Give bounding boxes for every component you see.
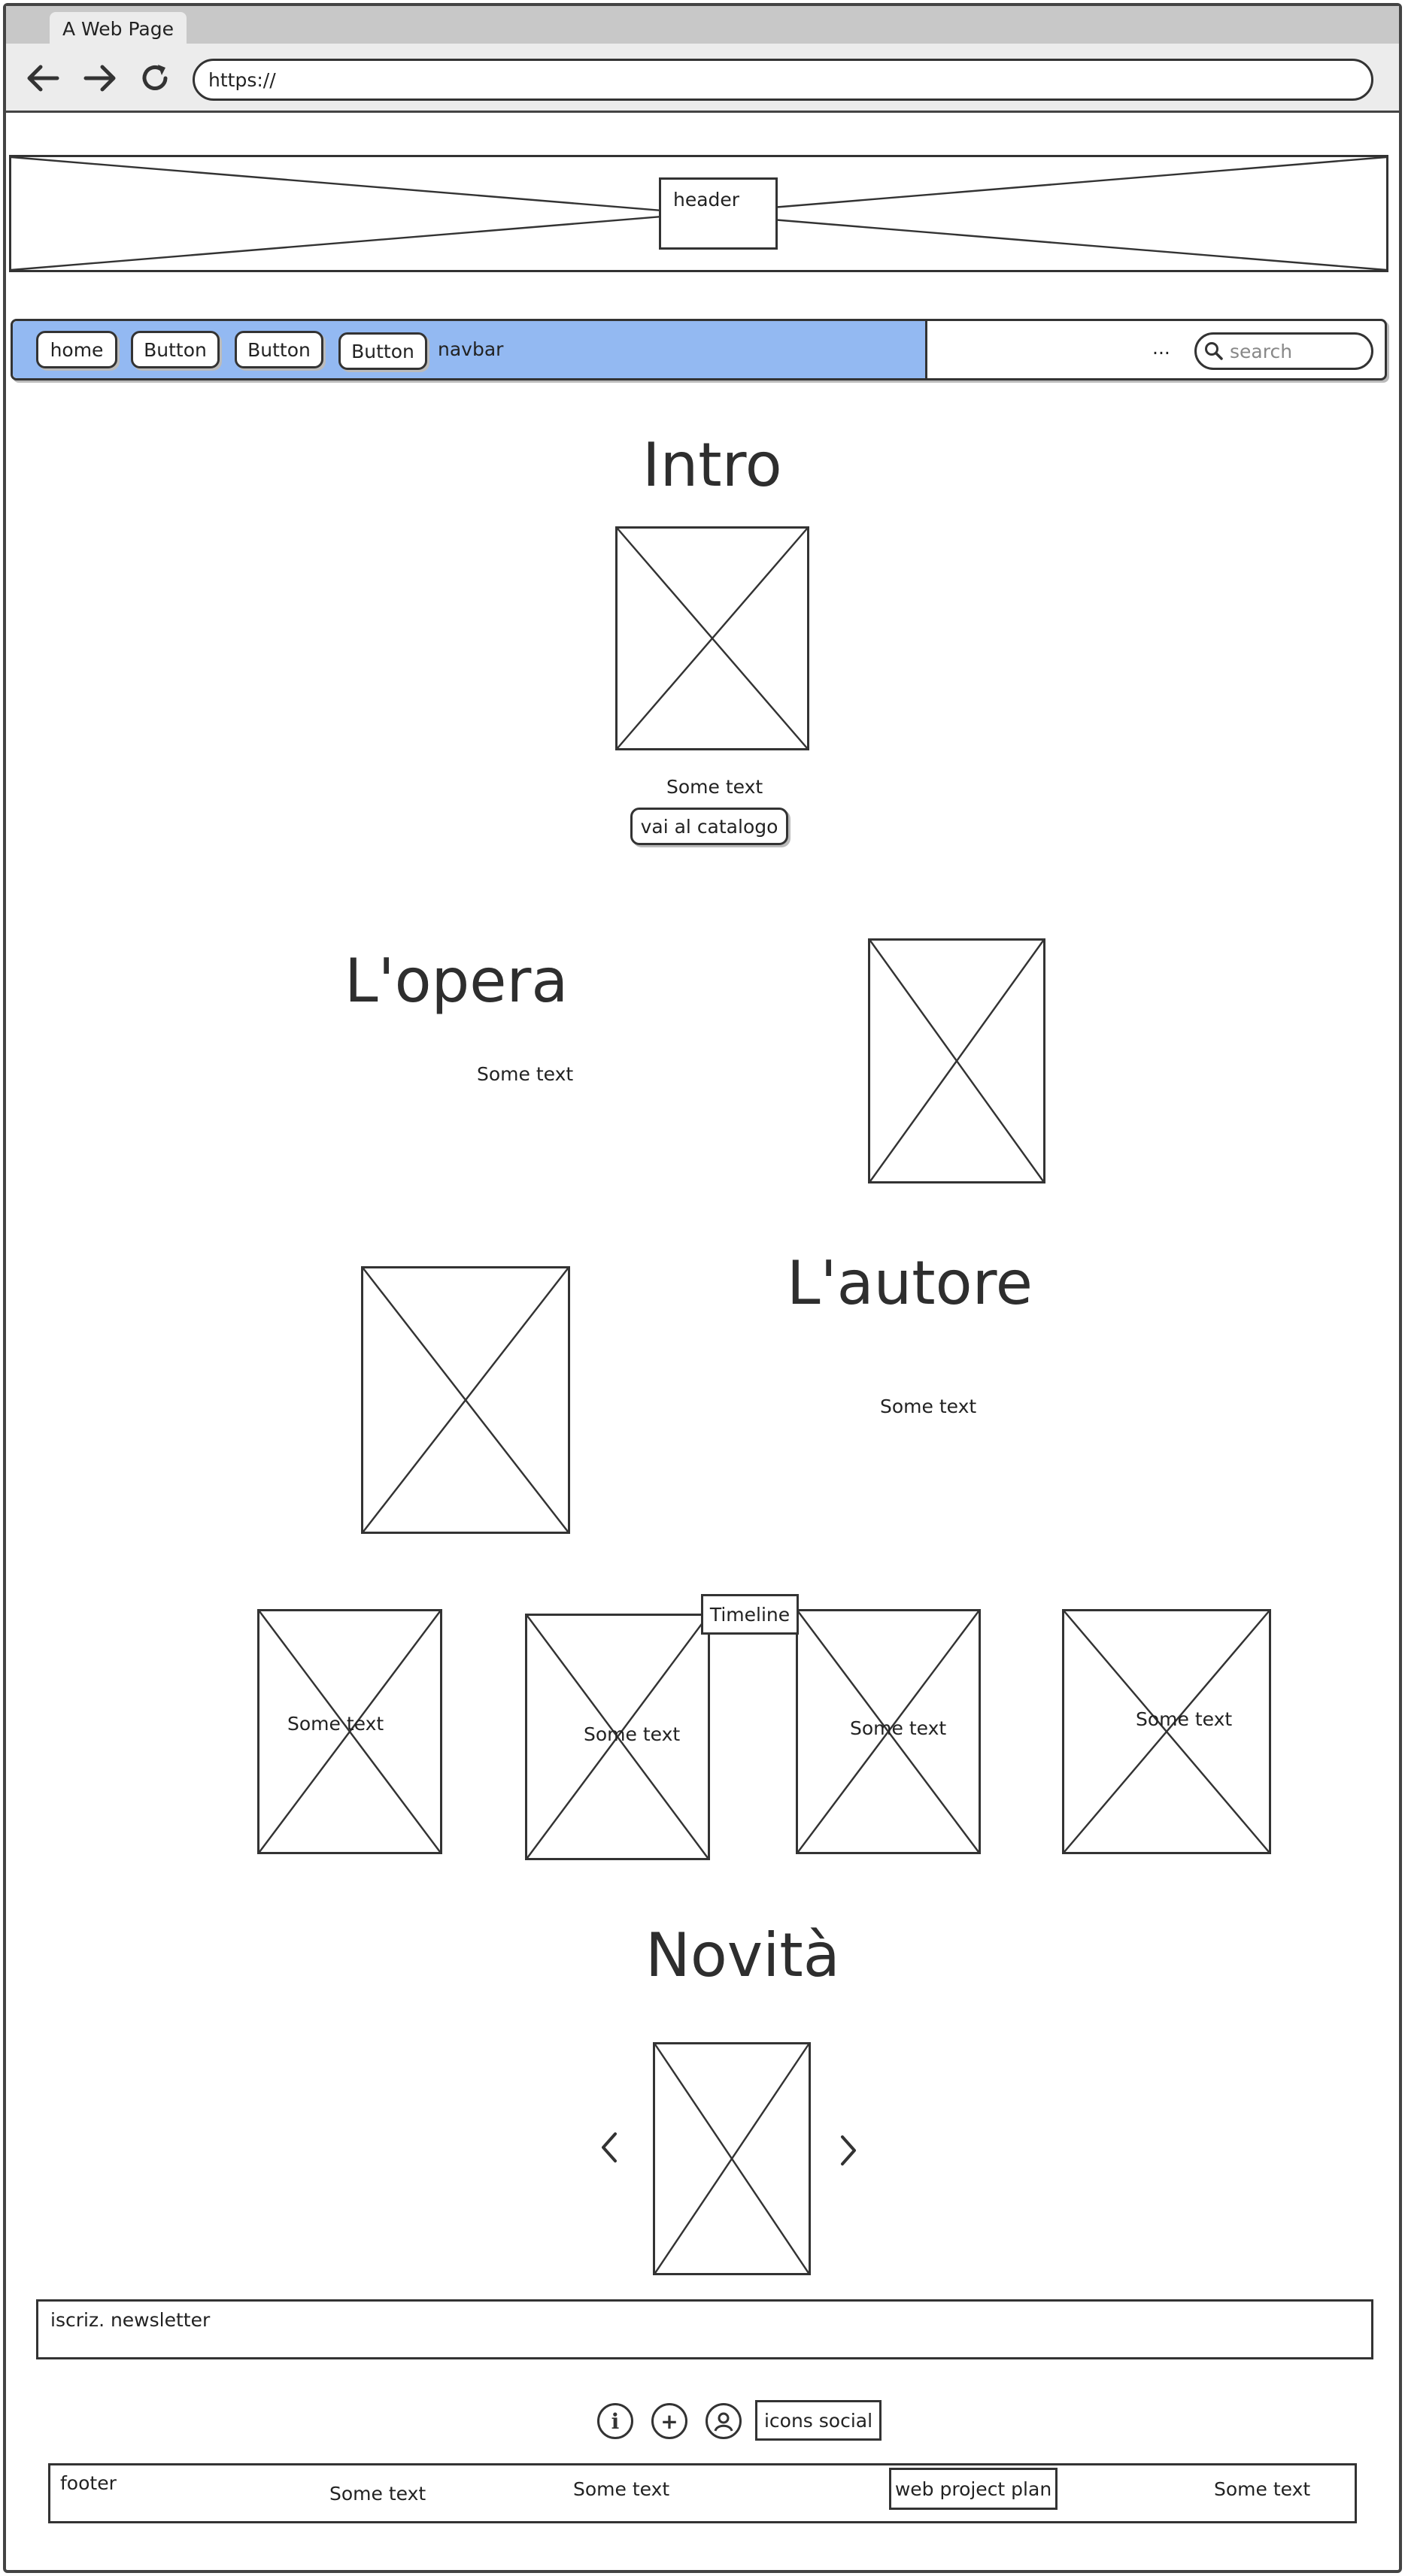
timeline-label: Timeline [701,1594,799,1635]
nav-button-3[interactable]: Button [338,332,427,370]
novita-title: Novità [645,1920,840,1990]
browser-tab[interactable]: A Web Page [50,12,187,45]
nav-home-button[interactable]: home [36,331,117,368]
user-icon[interactable] [706,2403,742,2439]
timeline-item-2 [525,1614,710,1860]
timeline-item-4-text: Some text [1136,1708,1233,1730]
opera-text: Some text [477,1063,574,1085]
browser-window [3,3,1402,2573]
social-label: icons social [755,2400,882,2441]
header-label: header [673,189,740,211]
footer-text-2: Some text [573,2478,670,2500]
opera-title: L'opera [344,946,569,1016]
footer-label: footer [60,2472,117,2494]
browser-tab-strip [6,6,1399,44]
timeline-item-1 [257,1609,442,1854]
newsletter-label: iscriz. newsletter [50,2309,211,2331]
navbar-label: navbar [438,338,504,360]
url-text: https:// [208,68,276,91]
timeline-item-3 [796,1609,981,1854]
novita-image-placeholder [653,2042,811,2275]
add-circle-icon[interactable]: + [651,2403,687,2439]
carousel-prev-icon[interactable] [599,2131,620,2164]
timeline-item-2-text: Some text [584,1723,681,1745]
opera-image-placeholder [868,938,1045,1183]
navbar-ellipsis[interactable]: ... [1152,337,1170,359]
newsletter-box[interactable]: iscriz. newsletter [36,2299,1373,2359]
autore-image-placeholder [361,1266,570,1534]
timeline-item-3-text: Some text [850,1717,947,1739]
intro-title: Intro [642,430,782,500]
reload-icon[interactable] [138,62,171,95]
timeline-item-4 [1062,1609,1271,1854]
catalog-button[interactable]: vai al catalogo [630,808,788,845]
timeline-label-text: Timeline [709,1603,791,1626]
carousel-next-icon[interactable] [838,2134,859,2167]
nav-button-1[interactable]: Button [131,331,220,368]
search-placeholder: search [1230,340,1293,362]
info-icon[interactable]: i [597,2403,633,2439]
autore-title: L'autore [787,1248,1033,1318]
web-project-plan-button[interactable]: web project plan [889,2468,1058,2510]
nav-button-2[interactable]: Button [235,331,323,368]
intro-text: Some text [666,776,763,798]
footer [48,2463,1357,2523]
intro-image-placeholder [615,526,809,750]
web-project-plan-label: web project plan [894,2478,1052,2500]
footer-text-3: Some text [1214,2478,1311,2500]
search-icon [1204,341,1224,361]
back-arrow-icon[interactable] [26,63,60,93]
social-label-text: icons social [763,2409,873,2432]
header-label-box: header [659,177,778,250]
forward-arrow-icon[interactable] [83,63,117,93]
tab-title: A Web Page [62,17,174,40]
address-bar[interactable]: https:// [193,59,1373,101]
footer-text-1: Some text [329,2483,426,2505]
autore-text: Some text [880,1396,977,1417]
timeline-item-1-text: Some text [287,1713,384,1735]
search-input[interactable]: search [1194,332,1373,370]
